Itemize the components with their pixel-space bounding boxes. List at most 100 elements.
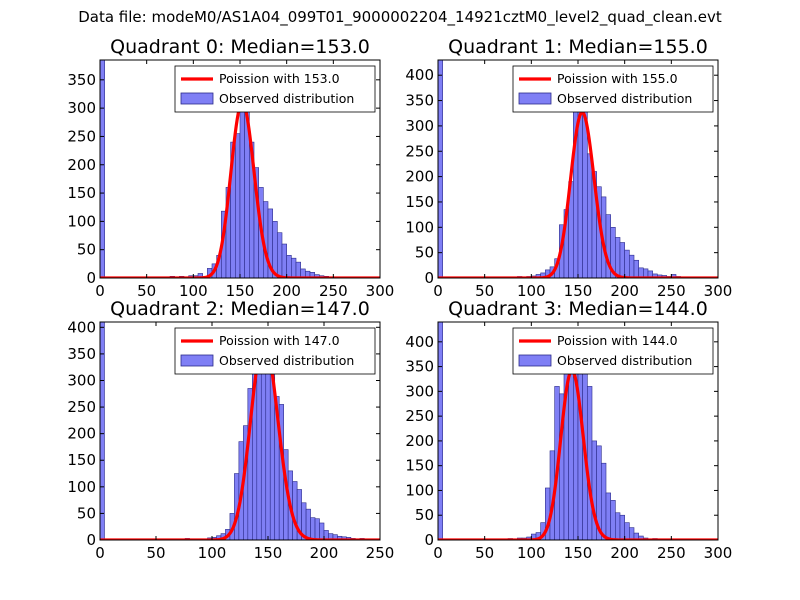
histogram-bar [601,462,607,540]
poisson-curve [438,110,718,278]
quadrant-0-panel: 0 50 100 150 200 250 300 0 50 100 150 200 250 300 350 Q… [67,36,394,300]
y-tick-label: 250 [67,398,96,416]
histogram-bar [281,243,287,278]
x-tick-label: 200 [610,544,639,562]
y-tick-label: 150 [405,193,434,211]
x-tick-label: 300 [704,544,733,562]
legend-line-label: Poission with 153.0 [219,71,340,86]
histogram-bar [629,254,635,278]
x-tick-label: 0 [95,282,105,300]
histogram-bar [310,517,316,540]
x-tick-label: 150 [564,282,593,300]
legend-line-label: Poission with 147.0 [219,333,340,348]
legend: Poission with 147.0 Observed distribution [174,327,376,375]
y-tick-label: 100 [405,218,434,236]
legend-bar-label: Observed distribution [557,91,692,106]
histogram-bar [314,518,320,540]
y-tick-label: 400 [405,333,434,351]
legend-bar-label: Observed distribution [219,91,354,106]
histogram-bar [619,242,625,278]
histogram-bar [624,522,630,540]
y-tick-label: 100 [67,478,96,496]
histogram-bar [239,104,245,278]
y-tick-label: 200 [67,156,96,174]
x-tick-label: 100 [179,282,208,300]
histogram-bar [615,512,621,540]
histogram-bar [235,133,241,278]
x-tick-label: 100 [517,544,546,562]
legend-box [174,327,376,375]
x-tick-label: 100 [198,544,227,562]
histogram-bar [438,60,443,278]
legend: Poission with 144.0 Observed distribution [512,327,714,375]
y-tick-label: 50 [77,241,96,259]
x-tick-label: 200 [272,282,301,300]
axes-frame [99,321,381,541]
x-tick-label: 250 [319,282,348,300]
histogram-bar [615,237,621,278]
histogram-bar [305,508,311,540]
subplot-title: Quadrant 3: Median=144.0 [448,298,708,320]
figure-suptitle: Data file: modeM0/AS1A04_099T01_90000022… [78,8,722,26]
x-tick-label: 50 [146,544,165,562]
y-tick-label: 300 [67,371,96,389]
poisson-curve [100,339,380,540]
quadrant-2-panel: 0 50 100 150 200 250 0 50 100 150 200 250 300 350 400 Q… [67,298,394,562]
legend-bar-swatch [518,92,552,105]
y-tick-label: 300 [405,382,434,400]
x-tick-label: 250 [657,544,686,562]
histogram-bar [610,500,616,540]
histogram-bar [577,351,583,540]
histogram-bar [292,481,298,540]
y-tick-label: 50 [415,506,434,524]
y-tick-label: 350 [405,92,434,110]
histogram-bar [277,232,283,278]
subplot-title: Quadrant 2: Median=147.0 [110,298,370,320]
y-tick-label: 50 [415,244,434,262]
legend-bar-swatch [180,354,214,367]
x-tick-label: 250 [657,282,686,300]
histogram-bar [605,492,611,540]
legend-bar-label: Observed distribution [557,353,692,368]
x-tick-label: 200 [610,282,639,300]
x-tick-label: 300 [366,282,395,300]
histogram-bar [587,386,593,540]
x-tick-label: 100 [517,282,546,300]
y-tick-label: 150 [405,457,434,475]
histogram-bar [633,259,639,278]
y-tick-label: 0 [86,531,96,549]
histogram-bar [286,255,292,278]
quadrant-1-panel: 0 50 100 150 200 250 300 0 50 100 150 200 250 300 350 4… [405,36,732,300]
y-tick-label: 200 [67,425,96,443]
histogram-bar [100,60,105,278]
legend-bar-swatch [518,354,552,367]
histogram-bar [619,514,625,540]
y-tick-label: 300 [405,117,434,135]
y-tick-label: 0 [424,531,434,549]
x-tick-label: 0 [433,282,443,300]
y-tick-label: 250 [405,407,434,425]
x-tick-label: 200 [310,544,339,562]
x-tick-label: 150 [226,282,255,300]
y-tick-label: 200 [405,432,434,450]
y-tick-label: 250 [67,127,96,145]
x-tick-label: 0 [433,544,443,562]
y-tick-label: 100 [67,212,96,230]
histogram-bar [624,249,630,278]
y-tick-label: 150 [67,184,96,202]
y-tick-label: 350 [67,71,96,89]
y-tick-label: 400 [405,66,434,84]
x-tick-label: 250 [366,544,395,562]
legend: Poission with 155.0 Observed distribution [512,65,714,113]
y-tick-label: 0 [86,269,96,287]
legend-bar-swatch [180,92,214,105]
histogram-bar [438,322,443,540]
x-tick-label: 50 [475,282,494,300]
histogram-bar [295,261,301,278]
y-tick-label: 350 [67,345,96,363]
y-tick-label: 150 [67,451,96,469]
histogram-bar [291,257,297,278]
quadrant-3-panel: 0 50 100 150 200 250 300 0 50 100 150 200 250 300 350 4… [405,298,732,562]
histogram-bar [629,527,635,540]
y-tick-label: 250 [405,142,434,160]
